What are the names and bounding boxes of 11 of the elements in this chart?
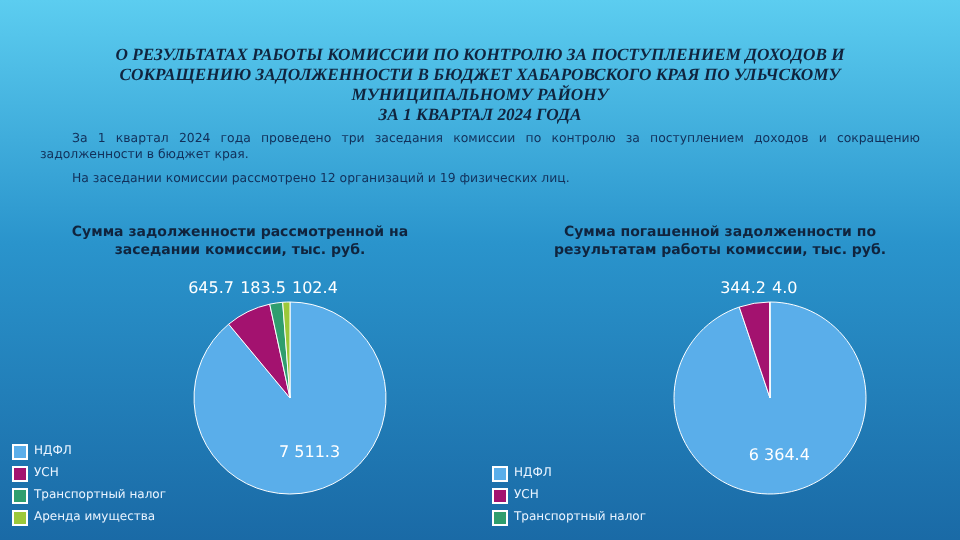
data-label: 183.5 <box>240 279 286 297</box>
pie-slice <box>673 301 867 495</box>
pie-slice <box>193 301 387 495</box>
data-label: 7 511.3 <box>279 443 341 462</box>
data-label: 102.4 <box>292 279 338 297</box>
data-label: 6 364.4 <box>748 445 810 464</box>
data-label: 344.2 <box>720 279 766 297</box>
text: ЗА 1 КВАРТАЛ 2024 ГОДА <box>376 104 584 124</box>
data-label: 4.0 <box>772 279 798 297</box>
text: О РЕЗУЛЬТАТАХ РАБОТЫ КОМИССИИ ПО КОНТРОЛЮ ЗА ПОСТУПЛЕНИЕМ ДОХОДОВ И СОКРАЩЕНИЮ ЗАДОЛЖЕННОСТИ В БЮДЖЕТ ХАБАРОВСКОГО КРАЯ ПО УЛЬЧСКОМУ МУНИЦИПАЛЬНОМУ РАЙОНУ <box>113 44 847 104</box>
data-label: 645.7 <box>188 279 234 297</box>
